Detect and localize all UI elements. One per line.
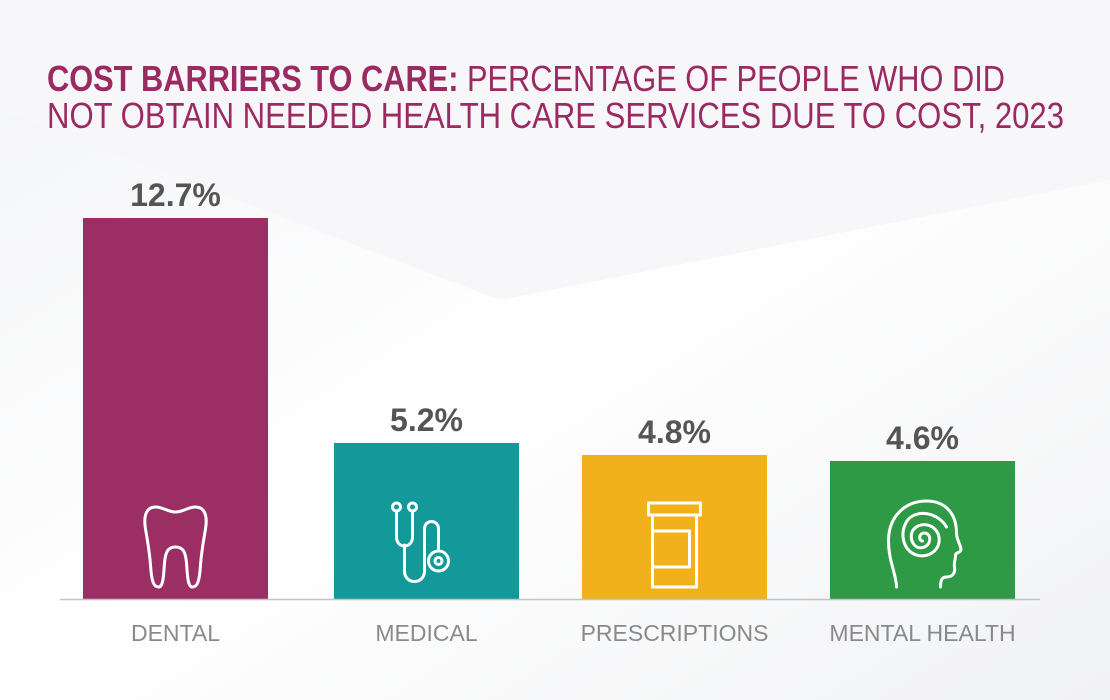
bar-medical [334, 443, 519, 599]
head-spiral-icon [887, 499, 963, 589]
bar-prescriptions [582, 455, 767, 599]
stethoscope-icon [391, 501, 450, 583]
category-label-prescriptions: PRESCRIPTIONS [581, 620, 769, 646]
bar-mental-health [830, 461, 1015, 599]
background-shape [0, 0, 1110, 300]
bar-dental [83, 218, 268, 599]
value-label-medical: 5.2% [390, 402, 463, 438]
category-label-mental-health: MENTAL HEALTH [829, 620, 1015, 646]
tooth-icon [143, 505, 208, 589]
value-label-dental: 12.7% [130, 177, 221, 213]
pill-bottle-icon [647, 501, 702, 589]
value-label-prescriptions: 4.8% [638, 414, 711, 450]
category-label-medical: MEDICAL [375, 620, 477, 646]
value-label-mental-health: 4.6% [886, 420, 959, 456]
category-label-dental: DENTAL [131, 620, 220, 646]
chart-title-line-1: COST BARRIERS TO CARE: PERCENTAGE OF PEO… [47, 58, 1005, 99]
title-bold: COST BARRIERS TO CARE: [47, 58, 458, 99]
bars-group: 12.7% DENTAL 5.2% MEDICAL 4.8% PRESCRIPTIONS 4… [83, 177, 1016, 646]
chart-title-line-2: NOT OBTAIN NEEDED HEALTH CARE SERVICES D… [47, 95, 1064, 136]
title-rest: PERCENTAGE OF PEOPLE WHO DID [458, 58, 1005, 99]
